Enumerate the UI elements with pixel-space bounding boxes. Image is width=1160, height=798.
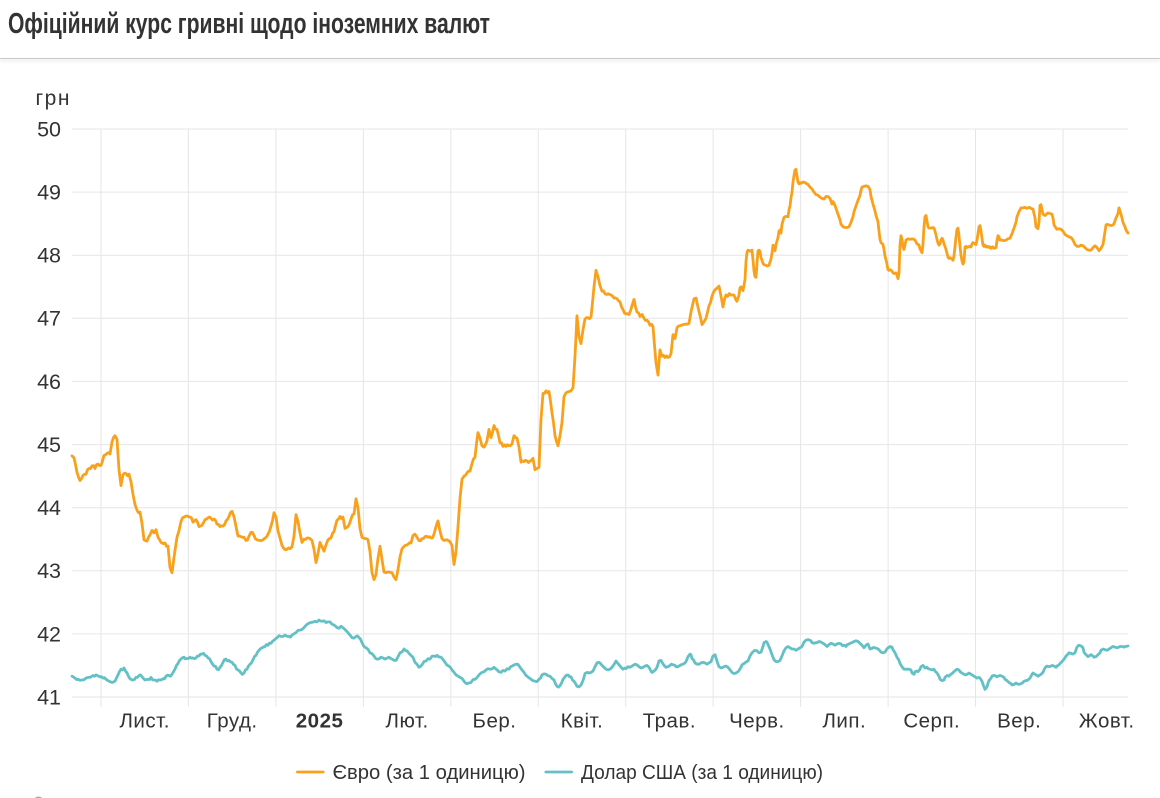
svg-text:Долар США (за 1 одиницю): Долар США (за 1 одиницю) [581,762,823,784]
svg-text:Серп.: Серп. [903,710,960,733]
svg-text:48: 48 [37,244,61,268]
svg-text:2025: 2025 [296,710,344,733]
svg-text:Черв.: Черв. [729,710,785,733]
svg-text:44: 44 [37,496,61,520]
svg-text:Офіційний курс гривні щодо іно: Офіційний курс гривні щодо іноземних вал… [8,8,490,40]
svg-text:41: 41 [37,685,61,709]
svg-text:47: 47 [37,307,61,331]
svg-text:43: 43 [37,559,61,583]
svg-text:Вер.: Вер. [997,710,1041,733]
svg-text:грн: грн [36,87,71,110]
svg-text:Лют.: Лют. [385,710,428,733]
svg-text:50: 50 [37,117,61,141]
svg-text:49: 49 [37,181,61,205]
svg-text:46: 46 [37,370,61,394]
svg-text:Лип.: Лип. [822,710,866,733]
svg-text:Груд.: Груд. [207,710,258,733]
svg-text:Лист.: Лист. [119,710,169,733]
svg-text:42: 42 [37,622,61,646]
svg-text:Жовт.: Жовт. [1079,710,1135,733]
svg-text:Трав.: Трав. [643,710,696,733]
svg-text:Євро (за 1 одиницю): Євро (за 1 одиницю) [333,762,526,784]
svg-text:Бер.: Бер. [473,710,517,733]
svg-text:45: 45 [37,433,61,457]
svg-text:Квіт.: Квіт. [561,710,604,733]
